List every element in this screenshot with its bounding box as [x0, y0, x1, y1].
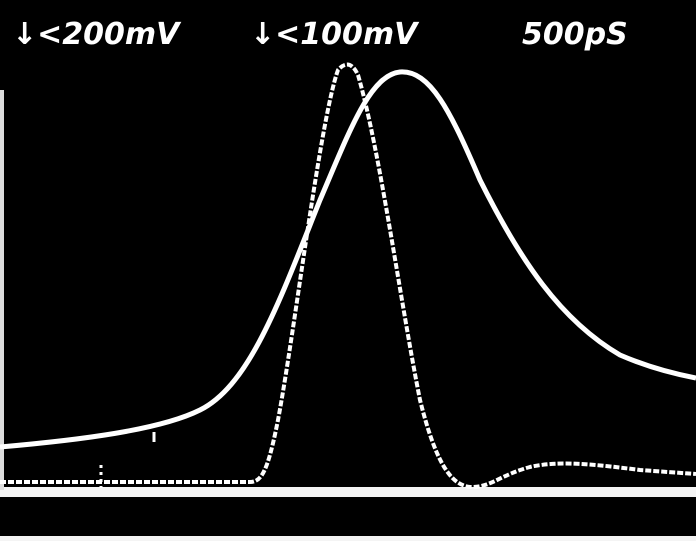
channel-1-scale: ↓<200mV [12, 17, 182, 52]
bottom-edge [0, 536, 696, 541]
baseline-band [0, 487, 696, 497]
page: ↓<200mV ↓<100mV 500pS (() => { const dat… [0, 0, 696, 541]
channel-2-scale: ↓<100mV [250, 17, 420, 52]
left-edge [0, 90, 4, 490]
oscilloscope-screen: ↓<200mV ↓<100mV 500pS [0, 0, 696, 541]
screen-background [0, 0, 696, 541]
timebase: 500pS [522, 17, 628, 52]
